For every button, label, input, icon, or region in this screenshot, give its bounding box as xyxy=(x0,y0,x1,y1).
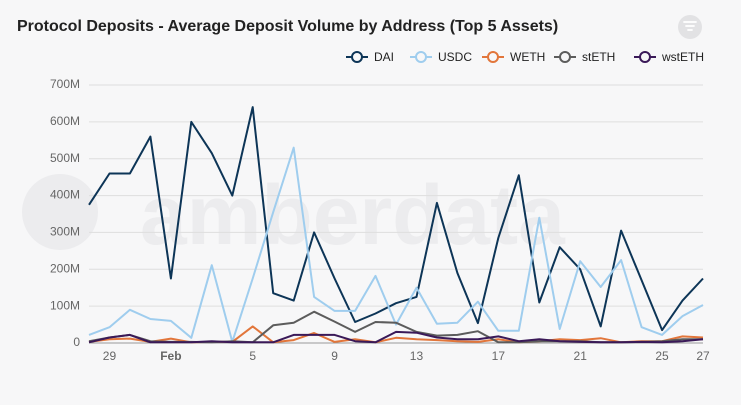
legend: DAI USDC WETH stETH wstETH xyxy=(346,50,704,64)
line-series xyxy=(88,146,704,343)
legend-label: stETH xyxy=(582,50,615,64)
y-tick-label: 300M xyxy=(50,225,80,239)
y-tick-label: 100M xyxy=(50,298,80,312)
legend-item[interactable]: wstETH xyxy=(634,50,704,64)
y-tick-label: 0 xyxy=(73,335,80,349)
chart-title: Protocol Deposits - Average Deposit Volu… xyxy=(17,18,558,35)
legend-label: WETH xyxy=(510,50,545,64)
x-tick-label: 21 xyxy=(574,349,588,363)
legend-label: DAI xyxy=(374,50,394,64)
legend-marker xyxy=(639,51,651,63)
x-tick-label: Feb xyxy=(160,349,181,363)
x-tick-label: 13 xyxy=(410,349,424,363)
legend-marker xyxy=(487,51,499,63)
x-tick-label: 17 xyxy=(492,349,506,363)
x-tick-label: 25 xyxy=(655,349,669,363)
x-tick-label: 27 xyxy=(696,349,710,363)
menu-button[interactable] xyxy=(678,15,702,39)
legend-item[interactable]: USDC xyxy=(410,50,472,64)
y-tick-label: 500M xyxy=(50,151,80,165)
legend-label: USDC xyxy=(438,50,472,64)
legend-marker xyxy=(415,51,427,63)
x-tick-label: 29 xyxy=(103,349,117,363)
legend-item[interactable]: WETH xyxy=(482,50,545,64)
y-tick-label: 200M xyxy=(50,261,80,275)
legend-item[interactable]: DAI xyxy=(346,50,394,64)
line-series xyxy=(88,106,704,332)
x-tick-label: 9 xyxy=(331,349,338,363)
menu-button-bg[interactable] xyxy=(678,15,702,39)
menu-icon[interactable] xyxy=(683,21,697,31)
watermark: amberdata xyxy=(22,168,566,262)
legend-item[interactable]: stETH xyxy=(554,50,615,64)
legend-marker xyxy=(559,51,571,63)
watermark-text: amberdata xyxy=(140,168,566,262)
y-tick-label: 700M xyxy=(50,77,80,91)
x-tick-label: 5 xyxy=(249,349,256,363)
legend-marker xyxy=(351,51,363,63)
line-series xyxy=(88,330,704,344)
y-tick-label: 400M xyxy=(50,188,80,202)
legend-label: wstETH xyxy=(661,50,704,64)
y-tick-label: 600M xyxy=(50,114,80,128)
watermark-logo xyxy=(22,174,98,250)
